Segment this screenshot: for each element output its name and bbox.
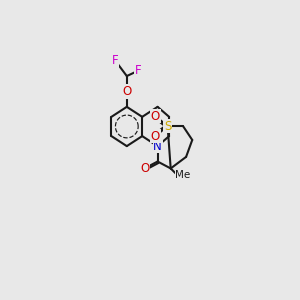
Text: F: F xyxy=(112,54,119,67)
Text: F: F xyxy=(135,64,142,77)
Text: N: N xyxy=(153,140,162,153)
Text: Me: Me xyxy=(176,170,190,180)
Text: S: S xyxy=(164,120,171,133)
Text: O: O xyxy=(151,130,160,142)
Text: O: O xyxy=(151,110,160,123)
Text: O: O xyxy=(122,85,131,98)
Text: O: O xyxy=(140,162,149,175)
